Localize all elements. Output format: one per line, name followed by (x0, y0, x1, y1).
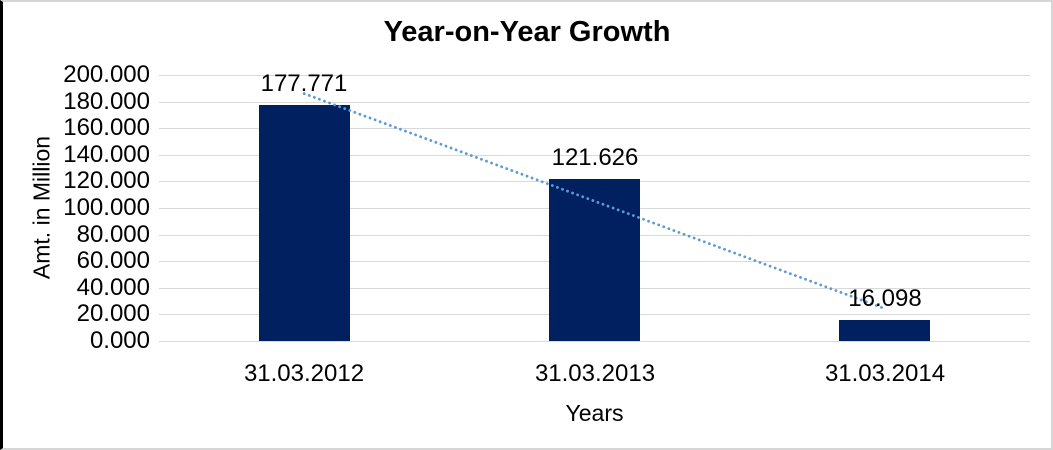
data-label: 121.626 (551, 144, 639, 171)
gridline (159, 75, 1030, 76)
y-tick-label: 0.000 (89, 327, 150, 354)
x-axis-title: Years (565, 400, 624, 426)
x-category-label: 31.03.2013 (534, 360, 656, 387)
y-tick-label: 40.000 (76, 274, 150, 301)
y-tick-label: 80.000 (76, 221, 150, 248)
gridline (159, 102, 1030, 103)
y-tick-label: 160.000 (63, 114, 150, 141)
gridline (159, 341, 1030, 342)
y-tick-label: 200.000 (63, 61, 150, 88)
bar-31.03.2014[interactable] (839, 320, 930, 341)
y-tick-label: 100.000 (63, 194, 150, 221)
chart-title: Year-on-Year Growth (383, 16, 671, 48)
y-tick-label: 60.000 (76, 247, 150, 274)
chart-stage: Year-on-Year Growth Amt. in Million Year… (3, 2, 1051, 448)
y-tick-label: 140.000 (63, 141, 150, 168)
bar-31.03.2013[interactable] (549, 179, 640, 341)
x-category-label: 31.03.2012 (243, 360, 365, 387)
x-category-label: 31.03.2014 (824, 360, 946, 387)
data-label: 16.098 (848, 285, 922, 312)
bar-31.03.2012[interactable] (259, 105, 350, 341)
data-label: 177.771 (260, 70, 348, 97)
y-tick-label: 120.000 (63, 167, 150, 194)
y-tick-label: 180.000 (63, 88, 150, 115)
y-tick-label: 20.000 (76, 300, 150, 327)
